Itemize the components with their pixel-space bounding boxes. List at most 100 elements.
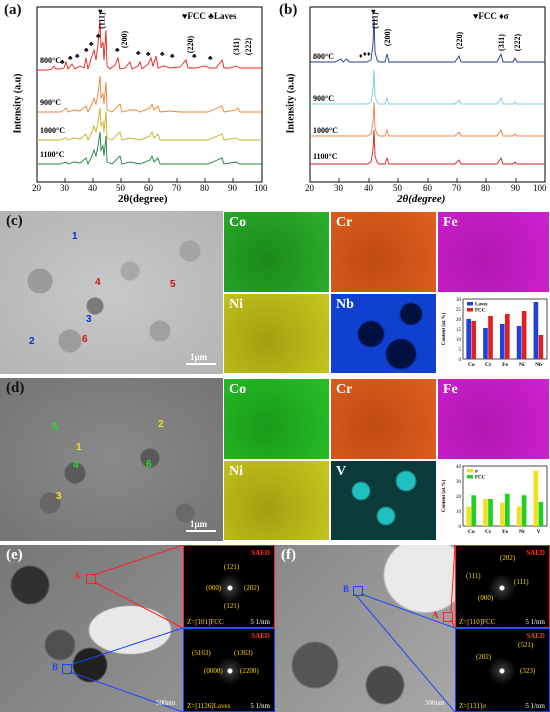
peak-label: (222) [513, 33, 523, 52]
xrd-b-trace-1000 [310, 101, 545, 137]
region-a-box [86, 574, 96, 584]
xtick-label: 90 [228, 183, 237, 193]
xtick-label: 20 [32, 183, 41, 193]
ytick-label: 20 [456, 495, 462, 500]
bar-nb-1 [538, 335, 544, 359]
point-marker: 2 [158, 419, 164, 430]
xtick-label: 70 [172, 183, 181, 193]
scale-bar [186, 530, 216, 532]
zone-axis: Z=[101]FCC [187, 618, 224, 626]
xrd-a-trace-1000 [37, 107, 262, 142]
region-a-box [443, 612, 453, 622]
saed-spot-label: (111) [514, 578, 529, 586]
region-b-box [62, 664, 72, 674]
bar-fe-1 [505, 314, 510, 359]
zone-axis: Z=[1126]Laves [187, 702, 231, 710]
bar-fe-0 [499, 324, 505, 359]
saed-spot-label: (0000) [204, 667, 223, 675]
panel-a-ylabel: Intensity (a.u) [12, 73, 24, 134]
legend-label: σ [475, 470, 478, 475]
point-marker: 4 [73, 460, 79, 471]
point-marker: 1 [72, 231, 78, 242]
xtick-label: 100 [254, 183, 268, 193]
bar-ni-0 [516, 506, 522, 526]
peak-label: (311) [496, 34, 506, 51]
saed-spot-label: (5163) [192, 649, 211, 657]
category-label: Ni [519, 529, 525, 535]
xtick-label: 90 [511, 183, 520, 193]
map-label: Nb [336, 297, 354, 312]
panel-f-tem-image [275, 545, 455, 712]
bar-fe-0 [499, 502, 505, 526]
map-label: Cr [336, 382, 353, 397]
xtick-label: 30 [334, 183, 343, 193]
xtick-label: 40 [364, 183, 373, 193]
map-label: Cr [336, 215, 353, 230]
map-label: Ni [229, 464, 243, 479]
bar-v-0 [533, 470, 539, 526]
saed-spot-label: (121) [224, 602, 240, 610]
category-label: Cr [485, 529, 492, 535]
xrd-b-trace-900 [310, 69, 545, 105]
map-v: V [330, 460, 437, 541]
saed-spot-label: (2200) [240, 667, 259, 675]
map-ni: Ni [223, 293, 330, 374]
bar-fe-1 [505, 493, 510, 526]
panel-a-letter: (a) [4, 2, 22, 18]
svg-text:♣: ♣ [146, 50, 151, 58]
svg-text:♥: ♥ [371, 7, 376, 16]
xtick-label: 50 [116, 183, 125, 193]
svg-text:♣: ♣ [208, 54, 213, 62]
panel-c-sem-image [0, 211, 223, 374]
panel-d-sem-image [0, 378, 223, 541]
ytick-label: 0 [459, 525, 462, 530]
xtick-label: 70 [452, 183, 461, 193]
legend-swatch [467, 302, 473, 306]
panel-e-letter: (e) [6, 547, 23, 563]
region-b-label: B [52, 662, 59, 672]
ytick-label: 20 [456, 318, 462, 323]
svg-text:♣: ♣ [60, 58, 65, 66]
svg-text:♦: ♦ [367, 50, 371, 58]
map-label: Co [229, 382, 247, 397]
peak-label: (200) [120, 30, 130, 49]
saed-spot-label: (323) [520, 667, 536, 675]
saed-pattern-f-top: SAED (202) (111) (111) (000) Z=[110]FCC … [455, 545, 550, 628]
ytick-label: 10 [456, 338, 462, 343]
saed-scale: 5 1/nm [250, 702, 270, 710]
y-axis-label: Content (at.%) [442, 313, 447, 346]
map-co: Co [223, 378, 330, 460]
legend-swatch [467, 469, 473, 473]
peak-label: (111) [97, 12, 107, 29]
point-marker: 5 [52, 422, 58, 433]
svg-text:♣: ♣ [160, 50, 165, 58]
xrd-a-trace-800 [37, 19, 262, 71]
ytick-label: 15 [456, 328, 462, 333]
bar-v-1 [538, 502, 544, 526]
temp-label: 1000°C [313, 126, 338, 135]
bar-ni-1 [521, 495, 527, 526]
map-label: Fe [443, 382, 458, 397]
legend-label: FCC [475, 476, 486, 481]
saed-spot-label: (000) [478, 594, 494, 602]
saed-spot-label: (202) [476, 653, 492, 661]
panel-a-xrd: ♣ ♣ ♣ ♣ ♣ ♣ ♣ ♣ ♣ ♣ ♣ ♣ ♣ ♥ (a) ♥FCC ♣Laves Inte… [0, 0, 275, 205]
region-a-label: A [432, 610, 439, 620]
panel-e-connector-lines [69, 545, 184, 712]
map-label: Fe [443, 215, 458, 230]
panel-b-xlabel: 2θ(degree) [397, 193, 446, 205]
map-label: Ni [229, 297, 243, 312]
ytick-label: 25 [456, 308, 462, 313]
xrd-a-xticks [36, 178, 263, 182]
svg-text:♣: ♣ [89, 40, 94, 48]
temp-label: 800°C [313, 52, 334, 61]
saed-title: SAED [251, 549, 270, 557]
peak-label: (222) [244, 37, 254, 56]
svg-text:♣: ♣ [68, 54, 73, 62]
xtick-label: 30 [60, 183, 69, 193]
saed-spot-label: (1363) [234, 649, 253, 657]
ytick-label: 5 [459, 348, 462, 353]
scale-label: 1μm [190, 519, 208, 529]
temp-label: 1100°C [313, 152, 338, 161]
